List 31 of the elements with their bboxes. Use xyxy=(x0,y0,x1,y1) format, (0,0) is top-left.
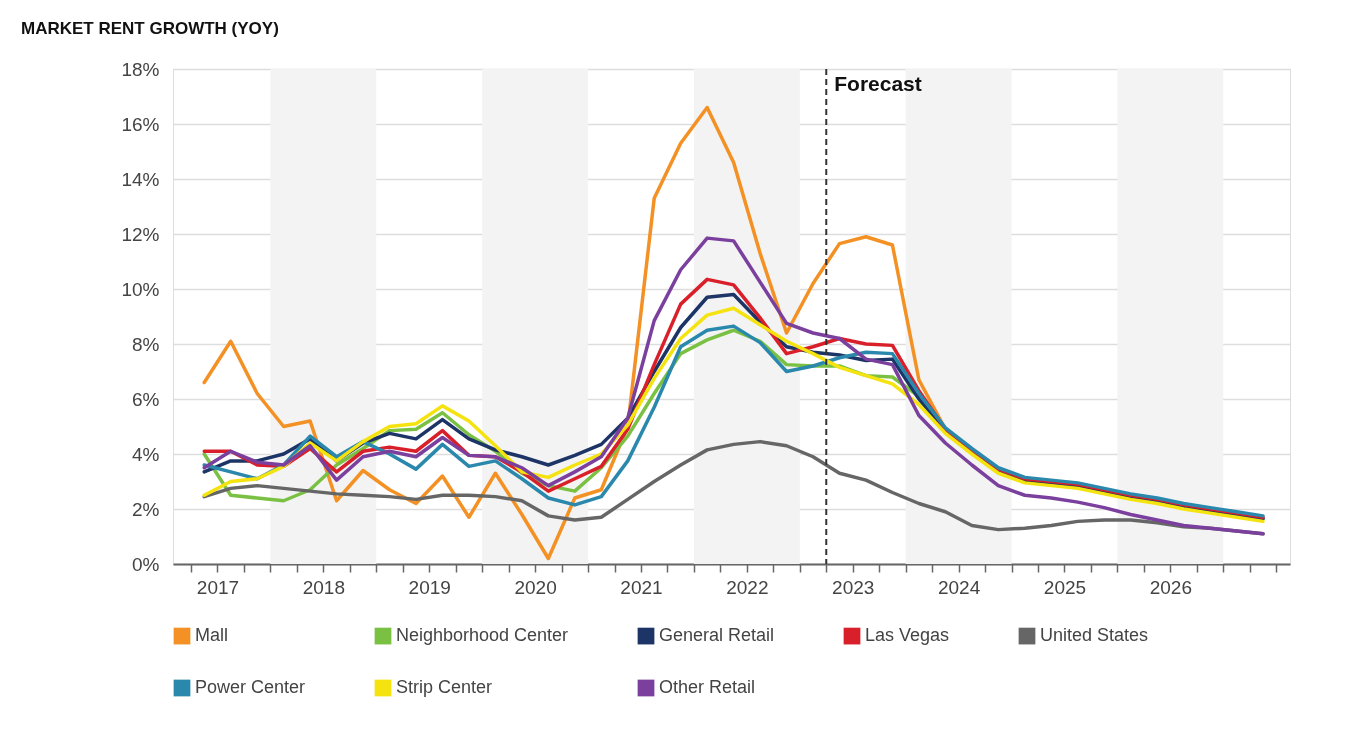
y-tick-label: 12% xyxy=(121,223,160,245)
legend-label: Mall xyxy=(195,625,229,646)
y-tick-label: 8% xyxy=(132,333,160,355)
x-tick-label: 2019 xyxy=(408,576,451,598)
y-tick-label: 2% xyxy=(132,498,160,520)
y-tick-label: 16% xyxy=(121,113,160,135)
legend-label: Other Retail xyxy=(659,677,756,697)
x-tick-label: 2018 xyxy=(302,576,345,598)
legend-label: United States xyxy=(1040,625,1149,646)
line-series xyxy=(202,236,1265,536)
chart-title: MARKET RENT GROWTH (YOY) xyxy=(20,19,279,38)
legend-label: Strip Center xyxy=(396,677,493,697)
legend-label: General Retail xyxy=(659,625,775,646)
x-tick-label: 2025 xyxy=(1043,576,1087,598)
x-tick-label: 2023 xyxy=(832,576,875,598)
legend-label: Neighborhood Center xyxy=(396,625,569,646)
ref-line-label: Forecast xyxy=(834,72,922,95)
y-tick-label: 4% xyxy=(132,443,160,465)
x-tick-label: 2017 xyxy=(196,576,240,598)
legend-label: Power Center xyxy=(195,677,306,697)
y-tick-label: 14% xyxy=(121,168,160,190)
y-tick-label: 0% xyxy=(132,553,160,575)
x-tick-label: 2022 xyxy=(726,576,769,598)
x-tick-label: 2020 xyxy=(514,576,557,598)
y-tick-label: 6% xyxy=(132,388,160,410)
y-tick-label: 18% xyxy=(121,58,160,80)
x-tick-label: 2026 xyxy=(1149,576,1192,598)
x-tick-label: 2021 xyxy=(620,576,663,598)
legend-label: Las Vegas xyxy=(865,625,950,646)
x-tick-label: 2024 xyxy=(937,576,981,598)
y-tick-label: 10% xyxy=(121,278,160,300)
